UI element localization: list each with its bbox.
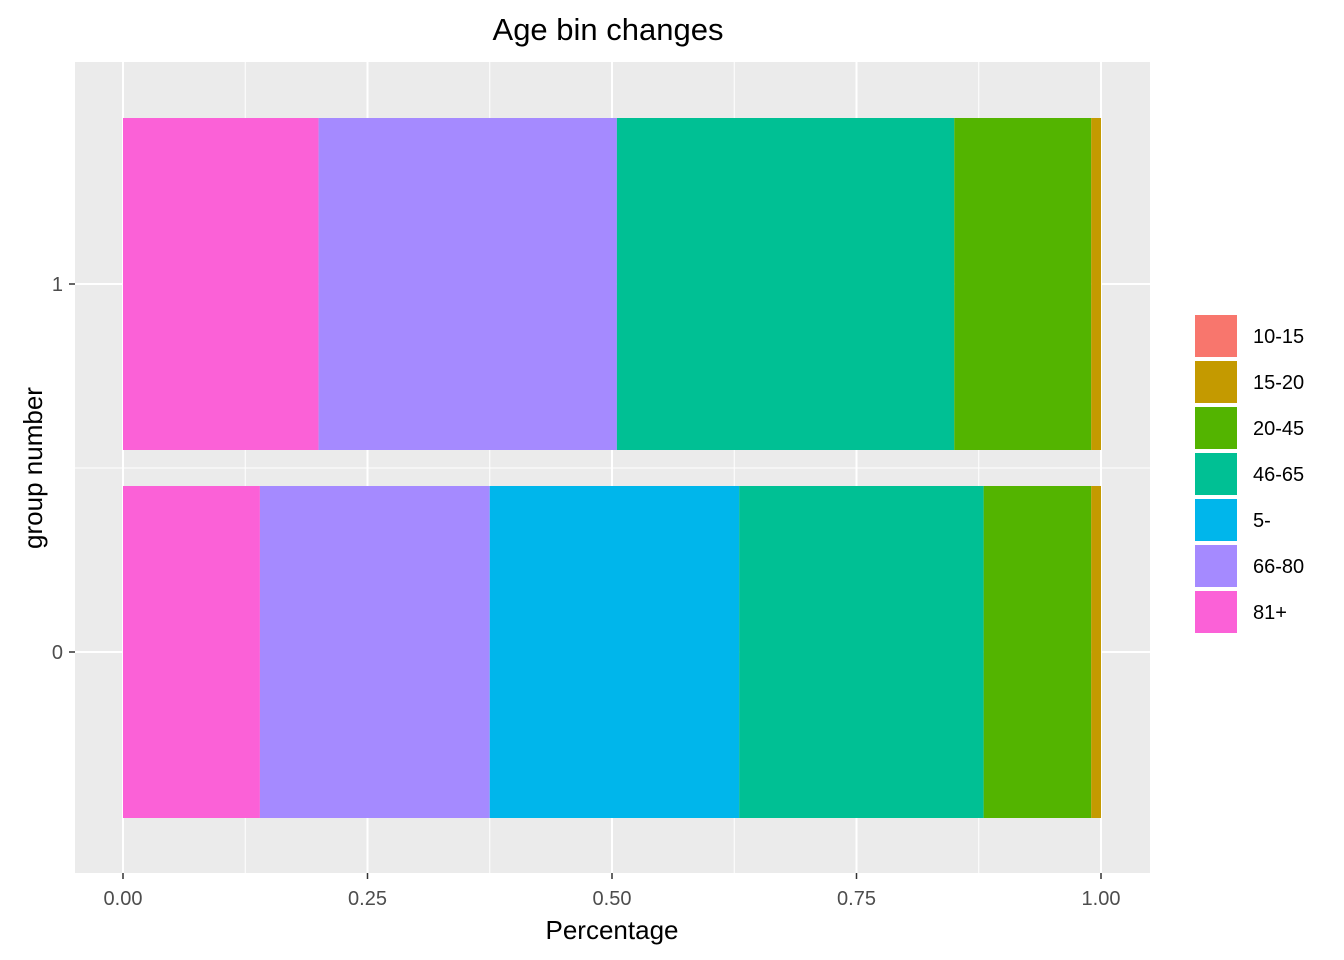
y-axis-title: group number bbox=[18, 387, 48, 549]
y-axis: 01 bbox=[52, 274, 75, 664]
legend-swatch bbox=[1195, 315, 1237, 357]
legend-label: 46-65 bbox=[1253, 464, 1304, 486]
x-tick-label: 0.75 bbox=[837, 888, 876, 910]
legend-swatch bbox=[1195, 361, 1237, 403]
x-axis: 0.00 0.25 0.50 0.75 1.00 bbox=[104, 873, 1121, 910]
bar-segment bbox=[123, 118, 319, 450]
legend-swatch bbox=[1195, 545, 1237, 587]
legend-swatch bbox=[1195, 591, 1237, 633]
legend-label: 20-45 bbox=[1253, 418, 1304, 440]
x-tick-label: 0.00 bbox=[104, 888, 143, 910]
bar-segment bbox=[259, 486, 490, 818]
bar-segment bbox=[983, 486, 1092, 818]
bar-segment bbox=[123, 486, 260, 818]
bar-segment bbox=[318, 118, 617, 450]
legend-label: 81+ bbox=[1253, 602, 1287, 624]
bar-segment bbox=[616, 118, 955, 450]
chart-title: Age bin changes bbox=[493, 12, 724, 47]
x-axis-title: Percentage bbox=[546, 915, 679, 945]
bar-segment bbox=[1091, 486, 1101, 818]
bars bbox=[123, 118, 1101, 818]
legend-label: 5- bbox=[1253, 510, 1271, 532]
bar-segment bbox=[739, 486, 984, 818]
legend-swatch bbox=[1195, 407, 1237, 449]
bar-segment bbox=[954, 118, 1092, 450]
bar-segment bbox=[489, 486, 740, 818]
y-tick-label: 1 bbox=[52, 274, 63, 296]
legend-swatch bbox=[1195, 499, 1237, 541]
legend-swatch bbox=[1195, 453, 1237, 495]
legend-label: 10-15 bbox=[1253, 326, 1304, 348]
x-tick-label: 0.50 bbox=[593, 888, 632, 910]
legend-label: 15-20 bbox=[1253, 372, 1304, 394]
bar-segment bbox=[1091, 118, 1101, 450]
x-tick-label: 1.00 bbox=[1082, 888, 1121, 910]
y-tick-label: 0 bbox=[52, 642, 63, 664]
legend: 10-15 15-20 20-45 46-65 5- 66-80 81+ bbox=[1195, 315, 1304, 633]
x-tick-label: 0.25 bbox=[348, 888, 387, 910]
legend-label: 66-80 bbox=[1253, 556, 1304, 578]
